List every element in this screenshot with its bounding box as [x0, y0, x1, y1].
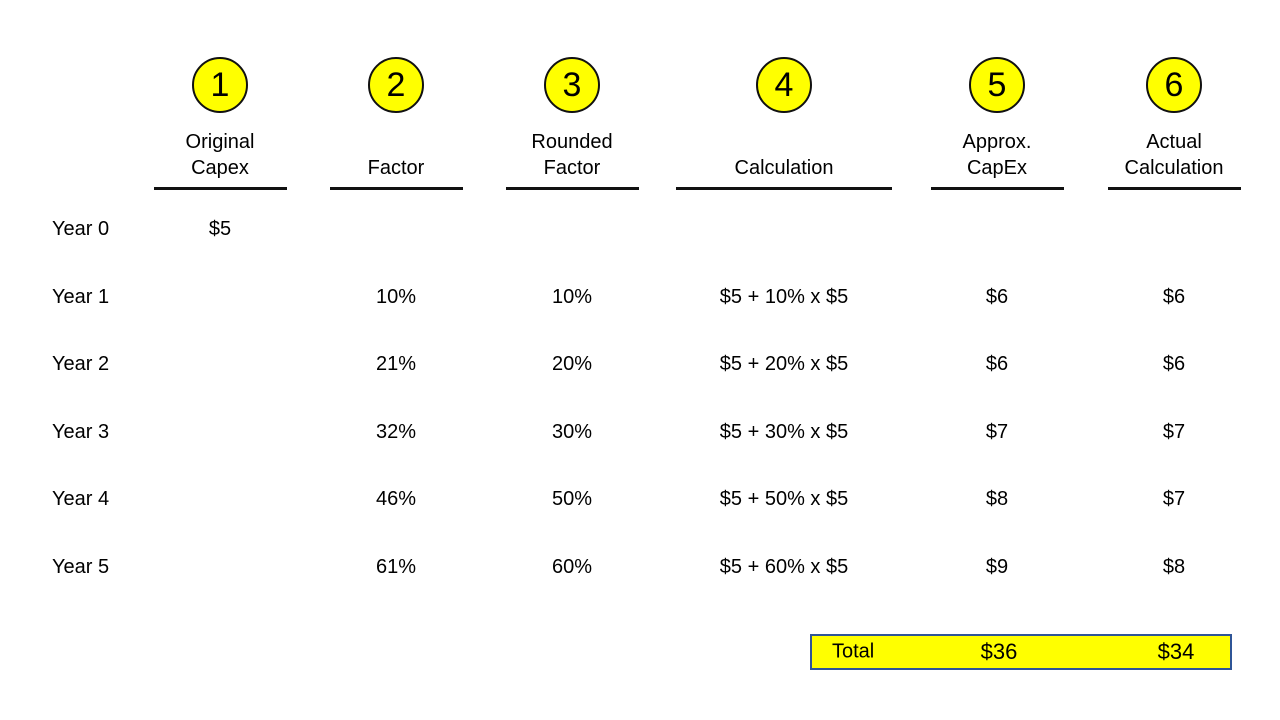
step-badge-1: 1 [192, 57, 248, 113]
row-label: Year 5 [52, 555, 110, 578]
cell-original-capex [150, 466, 290, 534]
cell-actual-calculation: $7 [1162, 420, 1186, 443]
table-row-year-1: Year 1 10% 10% $5 + 10% x $5 $6 $6 [0, 264, 1280, 332]
cell-approx-capex: $9 [985, 555, 1009, 578]
table-row-year-0: Year 0 $5 [0, 196, 1280, 264]
cell-rounded-factor: 60% [551, 555, 593, 578]
cell-rounded-factor: 30% [551, 420, 593, 443]
table-row-year-2: Year 2 21% 20% $5 + 20% x $5 $6 $6 [0, 331, 1280, 399]
row-label: Year 4 [52, 488, 110, 511]
column-header-calculation: 4 Calculation [642, 57, 926, 190]
cell-factor: 46% [375, 488, 417, 511]
table-header: 1 Original Capex 2 Factor 3 Rounded Fact… [0, 0, 1280, 196]
step-badge-6: 6 [1146, 57, 1202, 113]
cell-original-capex: $5 [208, 218, 232, 241]
total-actual-calculation: $34 [1157, 639, 1195, 664]
cell-actual-calculation [1068, 196, 1280, 264]
column-label-factor: Factor [367, 157, 425, 179]
step-badge-2: 2 [368, 57, 424, 113]
total-label: Total [832, 640, 875, 663]
cell-calculation: $5 + 60% x $5 [719, 555, 849, 578]
total-row: Total $36 $34 [810, 634, 1232, 670]
cell-factor: 32% [375, 420, 417, 443]
cell-factor: 61% [375, 555, 417, 578]
cell-approx-capex [926, 196, 1068, 264]
row-label: Year 2 [52, 353, 110, 376]
column-label-rounded-factor: Rounded Factor [531, 131, 613, 179]
step-badge-3: 3 [544, 57, 600, 113]
table-row-year-4: Year 4 46% 50% $5 + 50% x $5 $8 $7 [0, 466, 1280, 534]
cell-actual-calculation: $6 [1162, 353, 1186, 376]
cell-factor: 21% [375, 353, 417, 376]
cell-actual-calculation: $8 [1162, 555, 1186, 578]
header-underline [505, 187, 639, 190]
cell-rounded-factor [502, 196, 642, 264]
cell-original-capex [150, 331, 290, 399]
row-label: Year 3 [52, 420, 110, 443]
total-approx-capex: $36 [980, 639, 1018, 664]
column-label-calculation: Calculation [734, 157, 834, 179]
cell-calculation: $5 + 30% x $5 [719, 420, 849, 443]
cell-rounded-factor: 20% [551, 353, 593, 376]
cell-calculation: $5 + 10% x $5 [719, 285, 849, 308]
cell-original-capex [150, 399, 290, 467]
cell-original-capex [150, 534, 290, 602]
cell-factor [290, 196, 502, 264]
header-underline [930, 187, 1064, 190]
column-header-original-capex: 1 Original Capex [150, 57, 290, 190]
row-label: Year 1 [52, 285, 110, 308]
table-row-year-3: Year 3 32% 30% $5 + 30% x $5 $7 $7 [0, 399, 1280, 467]
step-badge-4: 4 [756, 57, 812, 113]
column-label-original-capex: Original Capex [185, 131, 255, 179]
cell-approx-capex: $8 [985, 488, 1009, 511]
header-underline [676, 187, 892, 190]
cell-actual-calculation: $6 [1162, 285, 1186, 308]
header-underline [1107, 187, 1241, 190]
table-row-year-5: Year 5 61% 60% $5 + 60% x $5 $9 $8 [0, 534, 1280, 602]
cell-calculation [642, 196, 926, 264]
cell-original-capex [150, 264, 290, 332]
cell-factor: 10% [375, 285, 417, 308]
column-header-factor: 2 Factor [290, 57, 502, 190]
header-underline [153, 187, 287, 190]
cell-approx-capex: $6 [985, 285, 1009, 308]
cell-approx-capex: $7 [985, 420, 1009, 443]
cell-calculation: $5 + 50% x $5 [719, 488, 849, 511]
column-label-approx-capex: Approx. CapEx [962, 131, 1032, 179]
cell-rounded-factor: 10% [551, 285, 593, 308]
cell-approx-capex: $6 [985, 353, 1009, 376]
cell-rounded-factor: 50% [551, 488, 593, 511]
column-header-approx-capex: 5 Approx. CapEx [926, 57, 1068, 190]
row-label: Year 0 [52, 218, 110, 241]
step-badge-5: 5 [969, 57, 1025, 113]
column-header-actual-calculation: 6 Actual Calculation [1068, 57, 1280, 190]
cell-calculation: $5 + 20% x $5 [719, 353, 849, 376]
column-header-rounded-factor: 3 Rounded Factor [502, 57, 642, 190]
column-label-actual-calculation: Actual Calculation [1124, 131, 1224, 179]
header-underline [329, 187, 463, 190]
cell-actual-calculation: $7 [1162, 488, 1186, 511]
table-body: Year 0 $5 Year 1 10% 10% $5 + 10% x $5 $… [0, 196, 1280, 601]
